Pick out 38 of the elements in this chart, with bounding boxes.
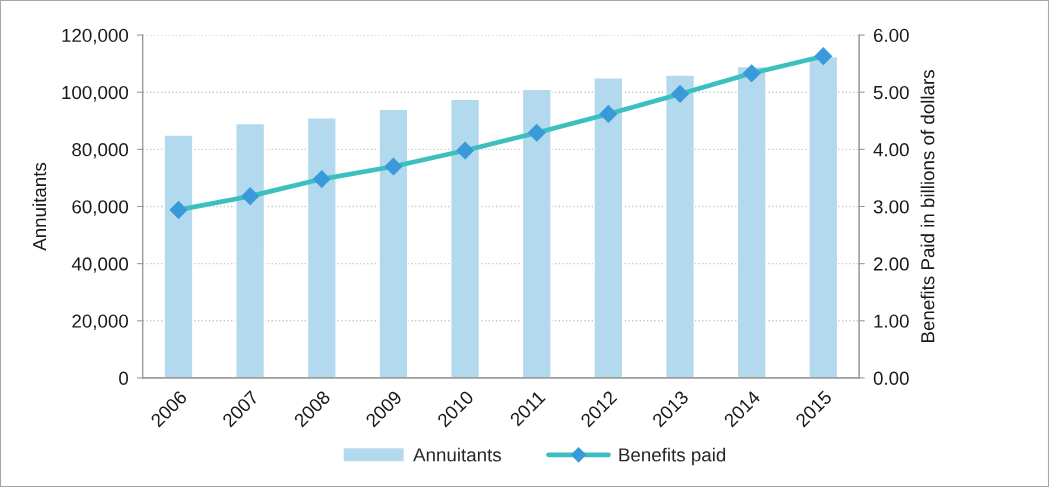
bar <box>521 88 552 378</box>
y-tick-label: 20,000 <box>72 314 129 330</box>
bar <box>163 134 194 378</box>
y2-axis-title: Benefits Paid in billions of dollars <box>920 70 935 342</box>
y-tick-label: 100,000 <box>62 85 129 102</box>
y-tick-label: 120,000 <box>62 28 129 45</box>
point <box>599 105 618 123</box>
y-axis-title: Annuitants <box>32 162 47 251</box>
y2-tick-label: 3.00 <box>873 200 909 214</box>
point <box>241 187 259 206</box>
y2-tick-label: 0.00 <box>873 371 909 385</box>
legend-label: Benefits paid <box>619 447 726 466</box>
y-tick-label: 40,000 <box>71 257 129 273</box>
bar <box>736 65 767 378</box>
y-tick-label: 0 <box>119 371 129 385</box>
point <box>312 170 331 188</box>
point <box>169 201 188 219</box>
bar <box>593 77 624 378</box>
y-tick-label: 60,000 <box>72 200 129 216</box>
point <box>384 157 403 176</box>
point <box>671 85 689 103</box>
bar <box>378 108 409 378</box>
y2-tick-label: 4.00 <box>873 143 909 157</box>
bar <box>306 117 337 378</box>
bar <box>235 122 266 378</box>
legend-label: Annuitants <box>413 447 501 462</box>
point <box>456 141 474 160</box>
point <box>814 47 833 66</box>
point <box>742 64 761 83</box>
y2-tick-label: 5.00 <box>873 85 909 100</box>
bar <box>808 55 839 378</box>
bar <box>450 98 481 378</box>
y2-tick-label: 2.00 <box>873 257 909 271</box>
y2-tick-label: 1.00 <box>874 314 909 328</box>
y2-tick-label: 6.00 <box>873 28 909 43</box>
bar <box>664 74 696 378</box>
point <box>527 123 546 142</box>
y-tick-label: 80,000 <box>72 143 129 159</box>
